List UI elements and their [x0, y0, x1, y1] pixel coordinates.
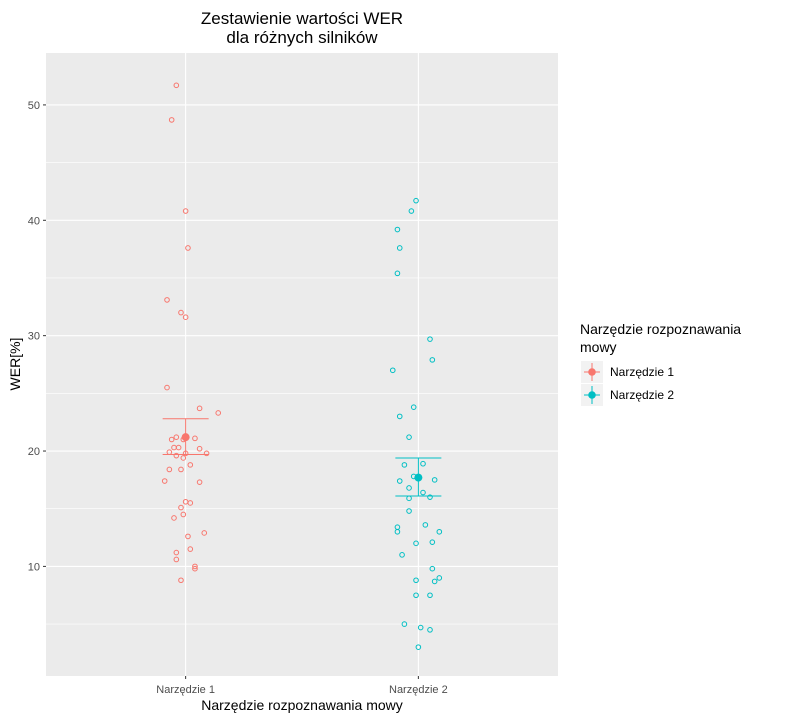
data-point [422, 522, 429, 528]
data-point [413, 592, 419, 599]
y-tick-label: 20 [28, 446, 40, 458]
legend-keys: Narzędzie 1 Narzędzie 2 [581, 361, 674, 406]
data-point [187, 462, 194, 468]
data-point [192, 563, 198, 570]
legend: Narzędzie rozpoznawania mowy Narzędzie 1… [580, 321, 741, 406]
data-point [394, 226, 401, 233]
y-axis-ticks: 10 20 30 40 50 [28, 100, 46, 573]
data-point [394, 270, 401, 277]
data-point [408, 208, 415, 214]
data-point [410, 404, 417, 410]
data-point [185, 533, 191, 540]
data-point [180, 511, 187, 518]
data-point [396, 413, 403, 420]
data-point [413, 540, 419, 547]
data-point [187, 546, 194, 552]
data-point [182, 498, 189, 505]
data-point [436, 528, 443, 535]
data-point [182, 314, 189, 320]
plot-panel [46, 53, 558, 676]
data-point [175, 444, 182, 451]
data-point [417, 624, 424, 631]
y-axis-title: WER[%] [7, 338, 23, 391]
data-point [182, 208, 189, 214]
data-point [173, 556, 180, 563]
legend-entry-label: Narzędzie 2 [610, 388, 674, 402]
data-point [201, 530, 208, 536]
data-point [178, 466, 184, 473]
data-point [420, 460, 426, 467]
legend-title-line1: Narzędzie rozpoznawania [580, 321, 741, 337]
y-tick-label: 40 [28, 215, 40, 227]
data-point [180, 455, 187, 461]
data-point [396, 478, 403, 484]
chart-title-line2: dla różnych silników [226, 28, 378, 47]
data-point [178, 309, 184, 316]
data-point [436, 575, 443, 581]
data-point [429, 539, 436, 545]
data-point [399, 552, 405, 558]
data-point [164, 297, 170, 303]
data-point [171, 515, 177, 521]
x-tick-label: Narzędzie 2 [389, 684, 448, 696]
data-point [394, 528, 401, 535]
data-point [413, 577, 419, 584]
data-point [401, 621, 408, 627]
data-point [185, 245, 191, 251]
legend-entry-label: Narzędzie 1 [610, 365, 674, 379]
data-point [173, 549, 180, 556]
data-point [164, 384, 170, 391]
y-tick-label: 10 [28, 561, 40, 573]
chart-title-line1: Zestawienie wartości WER [201, 9, 403, 28]
data-point [431, 477, 438, 483]
data-point [406, 485, 412, 491]
data-point [173, 82, 180, 89]
mean-ci-summaries [162, 418, 442, 497]
data-point [431, 578, 438, 585]
legend-title-line2: mowy [580, 339, 617, 355]
data-point [429, 357, 436, 363]
data-point [196, 405, 203, 412]
mean-point [414, 473, 423, 482]
data-point [178, 577, 184, 584]
legend-key-point [588, 391, 596, 399]
data-point [415, 644, 422, 650]
data-point [406, 508, 412, 514]
data-point [192, 435, 198, 442]
data-point [389, 367, 396, 374]
data-point [166, 466, 173, 473]
data-point [168, 117, 175, 123]
legend-key-point [588, 368, 596, 376]
mean-point [181, 433, 190, 442]
y-tick-label: 30 [28, 331, 40, 343]
data-point [196, 445, 203, 452]
data-point [427, 627, 433, 633]
x-axis-ticks: Narzędzie 1 Narzędzie 2 [156, 676, 448, 696]
data-point [215, 410, 222, 416]
data-point [168, 436, 175, 443]
data-point [401, 462, 408, 468]
data-point [427, 494, 433, 500]
data-point [196, 479, 203, 485]
y-tick-label: 50 [28, 100, 40, 112]
data-point [420, 489, 426, 496]
data-point [178, 504, 184, 511]
data-point [427, 336, 433, 342]
x-tick-label: Narzędzie 1 [156, 684, 215, 696]
data-point [203, 450, 210, 457]
data-point [161, 478, 168, 484]
data-point [396, 245, 403, 251]
x-axis-title: Narzędzie rozpoznawania mowy [201, 697, 403, 713]
data-point [413, 197, 419, 204]
data-point [173, 434, 180, 440]
data-points [161, 82, 443, 650]
grid-minor [46, 162, 558, 625]
data-point [427, 592, 433, 599]
data-point [406, 434, 412, 440]
grid-major [46, 53, 558, 676]
data-point [429, 565, 436, 572]
data-point [173, 452, 180, 459]
data-point [192, 565, 198, 572]
